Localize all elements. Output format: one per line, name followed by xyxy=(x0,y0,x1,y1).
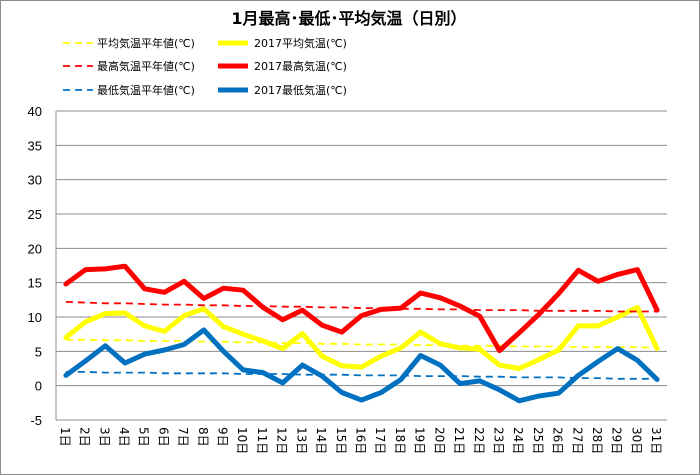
x-tick-label: 28日 xyxy=(590,427,604,454)
x-tick-label: 9日 xyxy=(216,427,230,447)
x-tick-label: 10日 xyxy=(235,427,249,454)
legend-label-3: 2017最高気温(℃) xyxy=(254,59,347,73)
y-tick-label: 5 xyxy=(35,344,42,359)
x-tick-label: 20日 xyxy=(432,427,446,454)
legend-label-0: 平均気温平年値(℃) xyxy=(97,36,195,50)
y-tick-label: 35 xyxy=(28,138,42,153)
x-tick-label: 1日 xyxy=(58,427,72,447)
x-tick-label: 7日 xyxy=(176,427,190,447)
x-tick-label: 4日 xyxy=(117,427,131,447)
x-tick-label: 11日 xyxy=(255,427,269,454)
legend-label-5: 2017最低気温(℃) xyxy=(254,83,347,97)
plot-lines xyxy=(63,263,660,404)
y-tick-label: 10 xyxy=(28,310,42,325)
x-tick-label: 14日 xyxy=(314,427,328,454)
x-tick-label: 16日 xyxy=(354,427,368,454)
x-tick-label: 13日 xyxy=(294,427,308,454)
x-tick-label: 26日 xyxy=(551,427,565,454)
y-tick-label: 40 xyxy=(28,104,42,119)
x-tick-label: 31日 xyxy=(649,427,663,454)
y-tick-label: 25 xyxy=(28,207,42,222)
x-axis: 1日 2日 3日 4日 5日 6日 7日 8日 9日 10日 11日 12日 13日 14日 15日 16日 1… xyxy=(58,427,663,454)
x-tick-label: 22日 xyxy=(472,427,486,454)
series-line-5 xyxy=(63,327,660,404)
series-line-4 xyxy=(65,370,658,380)
x-tick-label: 5日 xyxy=(137,427,151,447)
x-tick-label: 12日 xyxy=(275,427,289,454)
series-line-2 xyxy=(65,301,658,313)
x-tick-label: 17日 xyxy=(373,427,387,454)
x-tick-label: 2日 xyxy=(78,427,92,447)
x-tick-label: 15日 xyxy=(334,427,348,454)
x-tick-label: 3日 xyxy=(97,427,111,447)
x-tick-label: 23日 xyxy=(491,427,505,454)
y-axis: 40 35 30 25 20 15 10 5 0 -5 xyxy=(28,104,57,428)
x-tick-label: 27日 xyxy=(570,427,584,454)
y-tick-label: 30 xyxy=(28,173,42,188)
legend-label-2: 最高気温平年値(℃) xyxy=(97,59,195,73)
x-tick-label: 18日 xyxy=(393,427,407,454)
x-tick-label: 6日 xyxy=(156,427,170,447)
legend-label-1: 2017平均気温(℃) xyxy=(254,36,347,50)
x-tick-label: 21日 xyxy=(452,427,466,454)
y-tick-label: 15 xyxy=(28,276,42,291)
x-tick-label: 19日 xyxy=(413,427,427,454)
series-line-3 xyxy=(63,263,660,354)
y-tick-label: 20 xyxy=(28,241,42,256)
y-tick-label: -5 xyxy=(30,413,42,428)
x-tick-label: 30日 xyxy=(629,427,643,454)
gridlines xyxy=(56,110,667,421)
legend: 平均気温平年値(℃) 2017平均気温(℃) 最高気温平年値(℃) 2017最高気温(… xyxy=(63,36,347,97)
series-line-1 xyxy=(63,304,660,371)
x-tick-label: 8日 xyxy=(196,427,210,447)
legend-label-4: 最低気温平年値(℃) xyxy=(97,83,195,97)
x-tick-label: 29日 xyxy=(610,427,624,454)
y-tick-label: 0 xyxy=(35,379,42,394)
x-tick-label: 24日 xyxy=(511,427,525,454)
x-tick-label: 25日 xyxy=(531,427,545,454)
chart-title: 1月最高･最低･平均気温（日別） xyxy=(231,9,466,28)
